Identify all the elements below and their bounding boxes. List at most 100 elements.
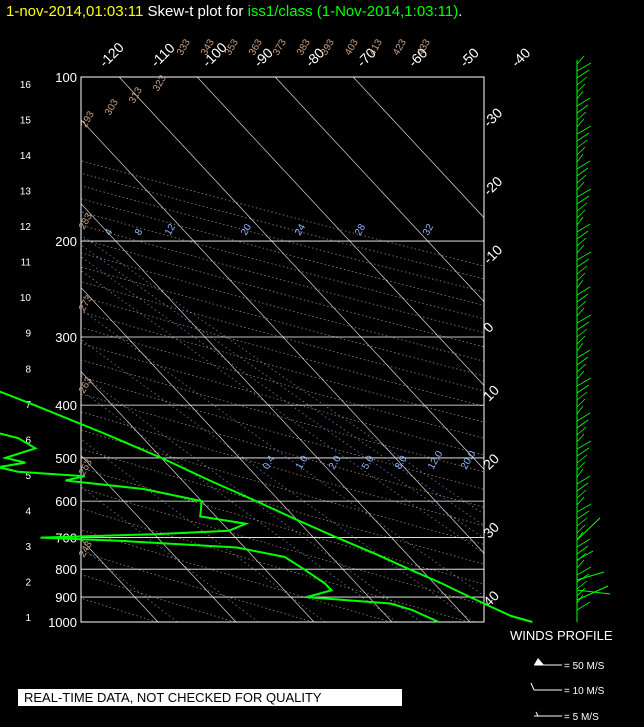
isotherm <box>81 119 484 554</box>
isotherm <box>196 77 484 386</box>
wind-barb <box>576 370 585 380</box>
wind-barb <box>576 559 585 569</box>
wind-barb <box>576 83 586 93</box>
wind-barb <box>576 181 585 191</box>
top-temp-label: -120 <box>96 39 127 70</box>
wind-barb <box>576 314 592 324</box>
wind-barb <box>576 258 590 268</box>
legend-label-50: = 50 M/S <box>564 661 605 672</box>
wind-barb <box>576 601 591 611</box>
pressure-tick-label: 500 <box>55 451 77 466</box>
wind-barb <box>576 461 586 471</box>
mixing-ratio-line <box>81 373 422 622</box>
theta-label: 243 <box>77 539 95 559</box>
pressure-tick-label: 600 <box>55 494 77 509</box>
height-tick-label: 11 <box>21 258 32 269</box>
right-temp-label: 20 <box>480 450 502 472</box>
theta-label: 393 <box>319 37 337 57</box>
title-station-time: (1-Nov-2014,1:03:11) <box>316 3 459 20</box>
disclaimer-banner: REAL-TIME DATA, NOT CHECKED FOR QUALITY <box>18 689 402 706</box>
height-tick-label: 8 <box>25 364 31 375</box>
wind-barb <box>576 468 584 478</box>
wind-barb <box>576 62 592 72</box>
pressure-tick-label: 900 <box>55 590 77 605</box>
wind-barb <box>576 69 590 79</box>
theta-label: 323 <box>151 73 169 93</box>
mixing-ratio-line <box>81 270 484 554</box>
wind-barb <box>576 566 592 576</box>
pressure-tick-label: 300 <box>55 330 77 345</box>
theta-label: 263 <box>77 375 95 395</box>
wind-barb <box>576 447 590 457</box>
mixing-ratio-label: 12.0 <box>426 449 445 472</box>
title-period: . <box>458 3 463 20</box>
wind-barb <box>576 517 588 527</box>
wind-barb <box>576 237 587 247</box>
theta-label: 253 <box>77 457 95 477</box>
height-tick-label: 16 <box>20 80 32 91</box>
wind-barb <box>576 454 588 464</box>
wind-barb <box>576 419 589 429</box>
mixing-ratio-label: 28 <box>353 222 368 238</box>
wind-barb <box>576 174 587 184</box>
height-tick-label: 3 <box>25 542 31 553</box>
wind-barb <box>576 398 586 408</box>
mixing-ratio-line <box>81 438 326 622</box>
wind-barb <box>576 363 587 373</box>
mixing-ratio-label: 12 <box>163 222 178 238</box>
wind-barb <box>576 76 588 86</box>
theta-label: 373 <box>271 37 289 57</box>
wind-barb <box>576 433 585 443</box>
pressure-tick-label: 400 <box>55 398 77 413</box>
wind-barb <box>576 384 590 394</box>
theta-label: 333 <box>175 37 193 57</box>
wind-barb <box>576 321 590 331</box>
theta-label: 413 <box>367 37 385 57</box>
height-tick-label: 9 <box>25 329 31 340</box>
wind-barb <box>576 426 587 436</box>
dry-adiabat <box>81 238 484 348</box>
dry-adiabat <box>81 393 484 508</box>
grid-layer <box>81 77 484 622</box>
wind-barb <box>576 265 588 275</box>
legend-pennant-icon <box>534 658 544 665</box>
wind-barb <box>576 524 586 534</box>
wind-barb <box>576 412 591 422</box>
height-tick-label: 5 <box>25 471 31 482</box>
pressure-tick-label: 100 <box>55 70 77 85</box>
wind-legend-title: WINDS PROFILE <box>510 628 613 643</box>
theta-label: 433 <box>415 37 433 57</box>
top-temp-label: -50 <box>456 44 482 70</box>
theta-label: 283 <box>77 211 95 231</box>
wind-barb <box>576 209 586 219</box>
wind-barb <box>576 160 591 170</box>
theta-label: 353 <box>223 37 241 57</box>
legend-label-10: = 10 M/S <box>564 686 605 697</box>
height-tick-label: 10 <box>20 293 32 304</box>
title-station: iss1/class <box>247 3 313 20</box>
wind-barb <box>576 328 588 338</box>
wind-barb <box>576 349 591 359</box>
wind-barb <box>576 482 589 492</box>
wind-barb <box>576 216 584 226</box>
mixing-ratio-label: 8.0 <box>393 454 410 472</box>
dry-adiabat <box>81 224 484 334</box>
wind-barb <box>576 356 589 366</box>
temperature-trace <box>0 390 533 623</box>
isotherm <box>352 77 484 219</box>
isotherm <box>81 203 471 622</box>
mixing-ratio-label: 24 <box>293 222 308 238</box>
height-tick-label: 15 <box>20 116 32 127</box>
theta-label: 303 <box>103 97 121 117</box>
mixing-ratio-label: 8 <box>133 227 146 238</box>
theta-label: 293 <box>79 109 97 129</box>
title-timestamp: 1-nov-2014,01:03:11 <box>6 3 144 20</box>
wind-barb <box>576 118 585 128</box>
wind-barb <box>576 510 590 520</box>
wind-profile <box>576 55 611 622</box>
wind-barb <box>576 300 587 310</box>
height-tick-label: 12 <box>20 222 32 233</box>
wind-barb <box>576 167 589 177</box>
wind-barb <box>576 272 586 282</box>
wind-barb <box>576 342 584 352</box>
